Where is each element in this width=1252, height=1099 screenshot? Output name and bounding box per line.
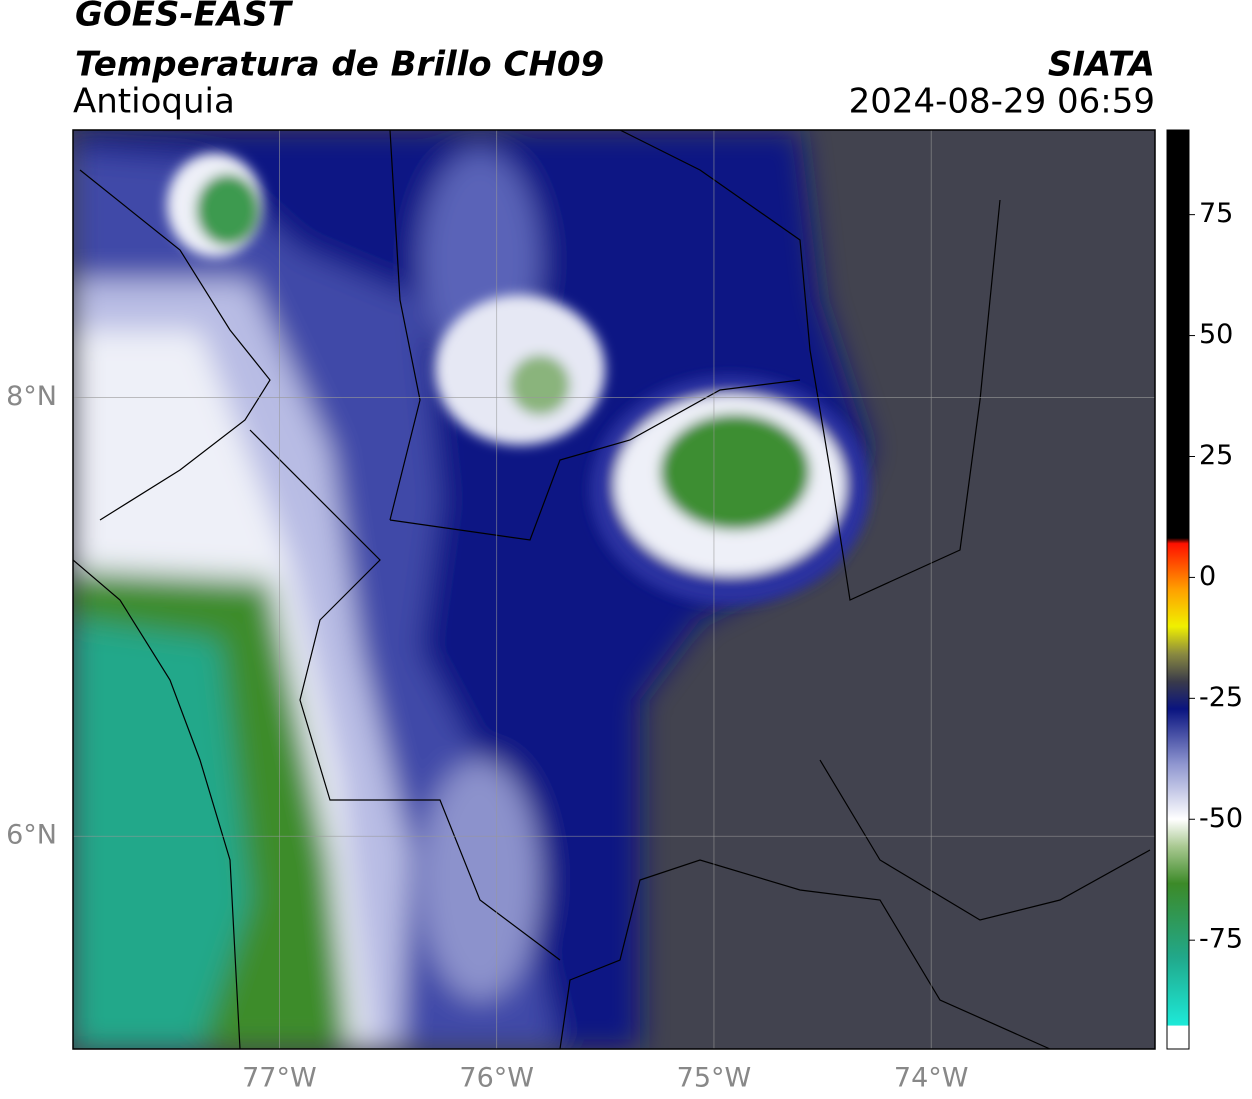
y-tick-label: 6°N [6,820,57,851]
x-tick-label: 75°W [677,1063,752,1094]
colorbar [1166,129,1190,1050]
y-tick-label: 8°N [6,381,57,412]
x-tick-label: 76°W [459,1063,534,1094]
graticule: 77°W 76°W 75°W 74°W 8°N 6°N [6,130,1155,1094]
title: GOES-EAST [75,0,294,35]
x-tick-label: 77°W [242,1063,317,1094]
imagery [73,130,1155,1049]
product: Temperatura de Brillo CH09 [75,45,604,85]
colorbar-label: -25 [1199,682,1243,713]
datetime: 2024-08-29 06:59 [849,82,1155,122]
colorbar-label: 75 [1199,198,1233,229]
colorbar-label: 25 [1199,440,1233,471]
region: Antioquia [73,82,235,122]
source: SIATA [1048,45,1155,85]
colorbar-label: 0 [1199,561,1216,592]
colorbar-label: 50 [1199,319,1233,350]
colorbar-ticks: 75 50 25 0 -25 -50 -75 [1189,198,1243,955]
colorbar-label: -75 [1199,924,1243,955]
map-frame [72,129,1156,1050]
colorbar-label: -50 [1199,803,1243,834]
x-tick-label: 74°W [894,1063,969,1094]
